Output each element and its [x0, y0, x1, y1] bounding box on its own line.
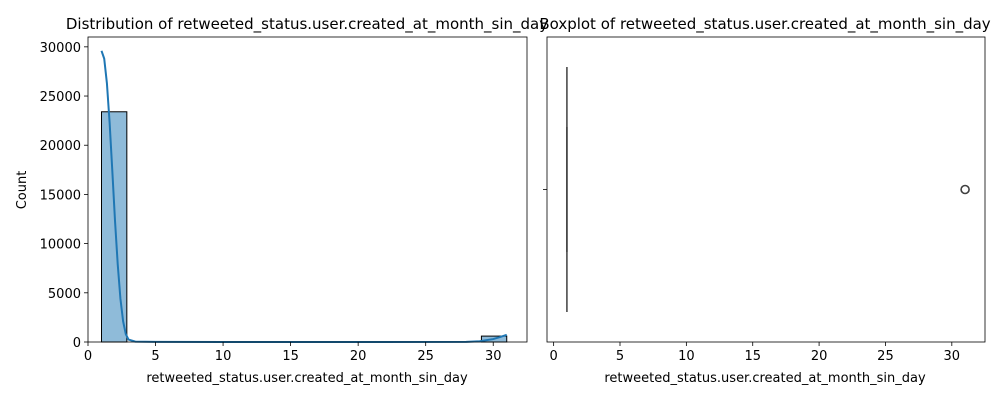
y-tick-label: 5000	[48, 287, 81, 302]
histogram-x-ticks: 0 5 10 15 20 25 30	[84, 342, 502, 364]
histogram-y-ticks: 0 5000 10000 15000 20000 25000 30000	[40, 41, 88, 351]
boxplot-title: Boxplot of retweeted_status.user.created…	[539, 15, 990, 34]
x-tick-label: 10	[215, 349, 232, 364]
y-tick-label: 0	[73, 336, 81, 351]
x-tick-label: 5	[616, 349, 624, 364]
histogram-title: Distribution of retweeted_status.user.cr…	[66, 15, 548, 34]
boxplot-outlier	[960, 184, 970, 195]
y-tick-label: 20000	[40, 139, 81, 154]
histogram-bar	[101, 111, 128, 343]
y-tick-label: 25000	[40, 90, 81, 105]
x-tick-label: 0	[549, 349, 557, 364]
x-tick-label: 25	[877, 349, 894, 364]
histogram-axes-frame	[87, 36, 528, 343]
x-tick-label: 20	[811, 349, 828, 364]
x-tick-label: 25	[417, 349, 434, 364]
histogram-panel: Distribution of retweeted_status.user.cr…	[15, 15, 548, 386]
x-tick-label: 0	[84, 349, 92, 364]
boxplot-outliers	[960, 184, 970, 195]
boxplot-panel: Boxplot of retweeted_status.user.created…	[539, 15, 990, 386]
y-tick-label: 15000	[40, 188, 81, 203]
histogram-x-axis-label: retweeted_status.user.created_at_month_s…	[146, 371, 468, 386]
y-tick-label: 30000	[40, 41, 81, 56]
histogram-y-axis-label: Count	[15, 171, 30, 210]
kde-line	[100, 50, 508, 343]
x-tick-label: 15	[744, 349, 761, 364]
boxplot-x-ticks: 0 5 10 15 20 25 30	[549, 342, 960, 364]
x-tick-label: 30	[485, 349, 502, 364]
x-tick-label: 15	[282, 349, 299, 364]
boxplot-x-axis-label: retweeted_status.user.created_at_month_s…	[604, 371, 926, 386]
x-tick-label: 5	[151, 349, 159, 364]
y-tick-label: 10000	[40, 238, 81, 253]
x-tick-label: 10	[678, 349, 695, 364]
histogram-bars	[101, 111, 508, 343]
boxplot-axes-frame	[546, 36, 986, 343]
x-tick-label: 20	[350, 349, 367, 364]
x-tick-label: 30	[944, 349, 961, 364]
